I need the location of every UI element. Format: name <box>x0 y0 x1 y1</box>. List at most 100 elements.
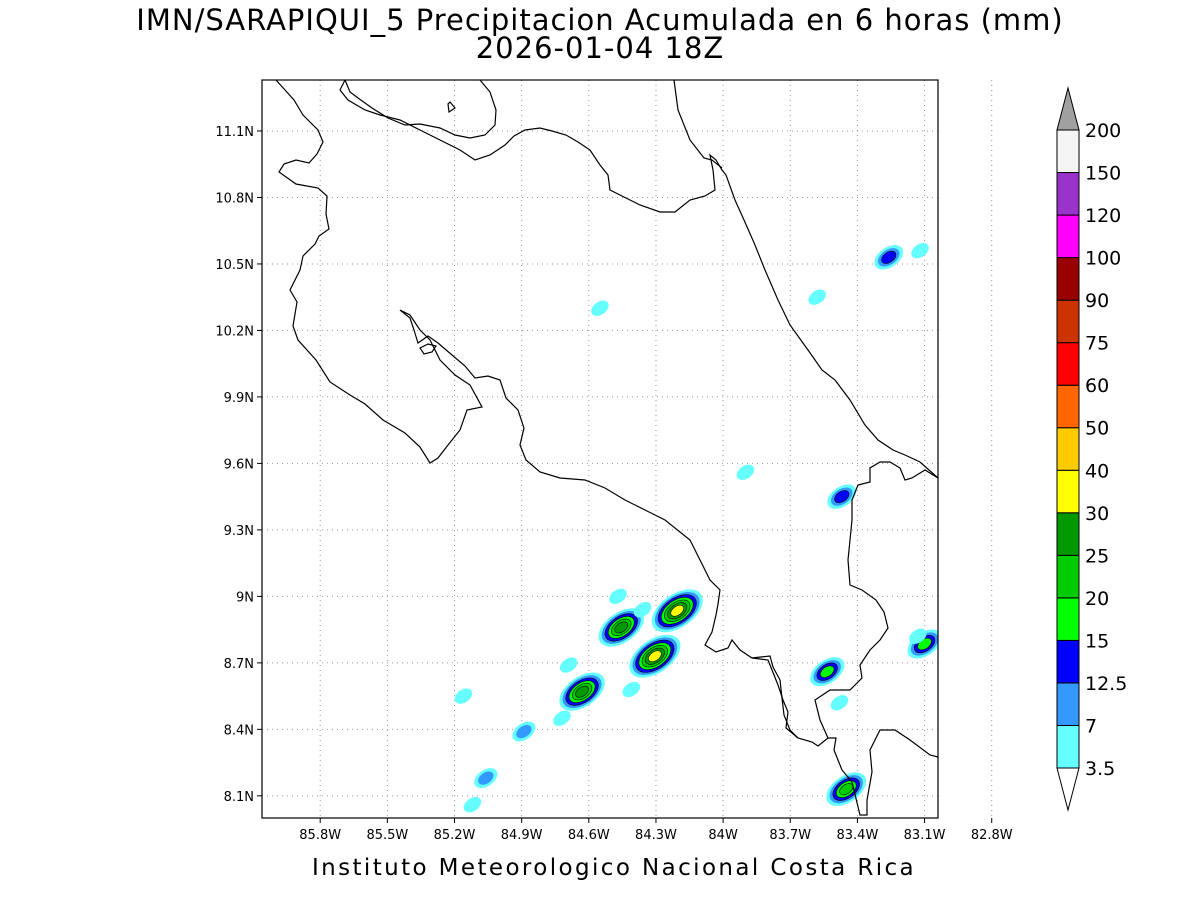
coastline-layer <box>275 79 939 816</box>
colorbar-swatch <box>1056 724 1080 769</box>
colorbar-swatch <box>1056 384 1080 429</box>
colorbar-label: 7 <box>1085 715 1097 737</box>
precip-cell <box>609 588 627 605</box>
colorbar-swatch <box>1056 427 1080 471</box>
precip-cell <box>874 245 904 270</box>
x-tick-label: 84.9W <box>501 828 543 843</box>
precip-contour <box>958 659 981 681</box>
coastline-pacific <box>275 79 939 816</box>
precip-contour <box>808 289 826 305</box>
precip-contour <box>940 732 963 754</box>
precip-cell <box>810 657 845 687</box>
precip-contour <box>478 771 494 785</box>
precip-cell <box>736 464 755 480</box>
colorbar-swatch <box>1056 597 1080 641</box>
colorbar-swatch <box>1056 257 1080 301</box>
y-tick-label: 8.1N <box>224 790 254 805</box>
x-tick-label: 85.2W <box>434 828 476 843</box>
colorbar-label: 30 <box>1085 503 1109 525</box>
map-datetime: 2026-01-04 18Z <box>475 31 725 65</box>
colorbar: 3.5 7 12.5 15 20 25 30 40 50 60 75 90 100 120 150 200 <box>1056 86 1127 812</box>
precip-contour <box>575 685 589 698</box>
precip-cell <box>559 657 578 673</box>
colorbar-label: 120 <box>1085 205 1121 227</box>
x-tick-label: 82.8W <box>971 828 1013 843</box>
coastline-caribbean <box>339 79 939 479</box>
precip-contour <box>911 243 929 259</box>
colorbar-label: 150 <box>1085 163 1121 185</box>
colorbar-swatch <box>1056 512 1080 556</box>
precip-cell <box>909 628 927 644</box>
precip-cell <box>911 243 929 259</box>
colorbar-label: 100 <box>1085 248 1121 270</box>
map-title: IMN/SARAPIQUI_5 Precipitacion Acumulada … <box>136 3 1064 37</box>
y-tick-label: 10.8N <box>215 191 254 206</box>
colorbar-swatch <box>1056 639 1080 684</box>
precip-contour <box>820 665 835 678</box>
y-tick-label: 9.9N <box>224 391 254 406</box>
footer-credit: Instituto Meteorologico Nacional Costa R… <box>311 855 917 881</box>
precip-cell <box>958 659 981 681</box>
precip-contour <box>591 300 609 316</box>
precip-contour <box>622 681 641 698</box>
precip-contour <box>736 464 755 480</box>
precip-cell <box>953 302 976 324</box>
precip-cell <box>591 300 609 316</box>
precip-contour <box>909 628 927 644</box>
colorbar-swatch <box>1056 554 1080 599</box>
colorbar-label: 60 <box>1085 375 1109 397</box>
colorbar-label: 25 <box>1085 545 1109 567</box>
precip-contour <box>463 797 482 813</box>
colorbar-swatch <box>1056 129 1080 174</box>
precip-contour <box>559 657 578 673</box>
x-tick-label: 83.7W <box>769 828 811 843</box>
colorbar-label: 75 <box>1085 333 1109 355</box>
precip-cell <box>629 634 681 678</box>
y-tick-label: 10.5N <box>215 258 254 273</box>
precip-cell <box>512 721 536 742</box>
island-lake <box>447 101 456 114</box>
precip-contour <box>633 602 652 618</box>
precip-cell <box>827 484 857 509</box>
colorbar-swatch <box>1056 469 1080 514</box>
precip-cell <box>633 602 652 618</box>
precip-cell <box>826 772 867 807</box>
coastline-lake-nicaragua <box>344 79 497 139</box>
precip-cell <box>651 589 703 633</box>
coastline-osa-peninsula <box>751 657 799 739</box>
precip-cell <box>622 681 641 698</box>
coastline-san-juan <box>673 79 723 169</box>
y-tick-label: 11.1N <box>215 125 254 140</box>
precip-contour <box>648 650 662 663</box>
x-tick-label: 84W <box>708 828 738 843</box>
precip-contour <box>454 688 473 704</box>
precip-contour <box>834 490 850 504</box>
colorbar-label: 20 <box>1085 588 1109 610</box>
x-tick-label: 84.3W <box>635 828 677 843</box>
x-tick-label: 83.1W <box>904 828 946 843</box>
precip-cell <box>559 672 605 711</box>
precip-cell <box>830 695 849 711</box>
precip-cell <box>463 797 482 813</box>
precip-cell <box>967 519 990 541</box>
precip-contour <box>985 537 1008 559</box>
island-chira <box>419 343 437 355</box>
colorbar-label: 50 <box>1085 418 1109 440</box>
precip-cell <box>808 289 826 305</box>
x-tick-label: 83.4W <box>837 828 879 843</box>
coastline-burica <box>814 461 939 739</box>
colorbar-label: 3.5 <box>1085 758 1115 780</box>
x-tick-label: 85.5W <box>366 828 408 843</box>
precip-cell <box>985 537 1008 559</box>
precip-contour <box>609 588 627 605</box>
colorbar-swatch <box>1056 214 1080 259</box>
y-tick-label: 8.7N <box>224 657 254 672</box>
precip-cell <box>553 710 571 726</box>
colorbar-over-arrow <box>1056 86 1080 131</box>
precip-cell <box>474 768 498 789</box>
precip-contour <box>967 519 990 541</box>
y-tick-label: 8.4N <box>224 723 254 738</box>
colorbar-swatch <box>1056 299 1080 344</box>
precip-contour <box>881 250 897 264</box>
